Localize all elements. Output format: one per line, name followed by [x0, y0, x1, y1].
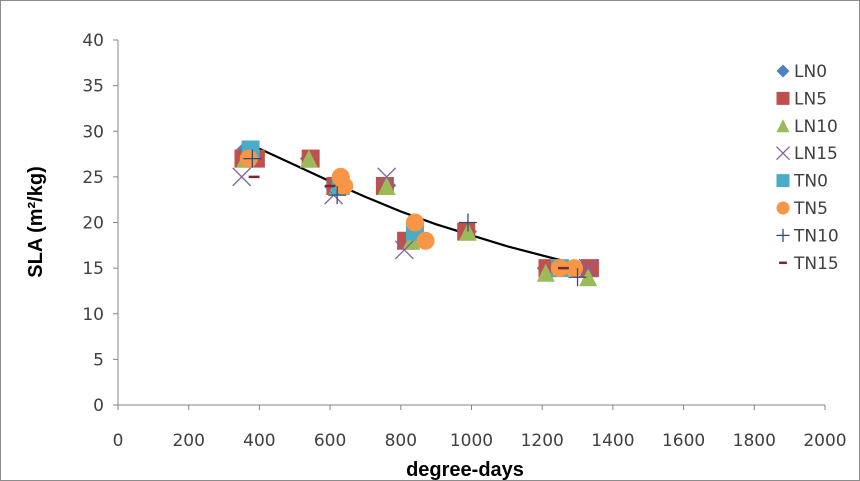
legend-marker-ln10	[776, 119, 790, 133]
trendline-path	[244, 141, 592, 270]
point-ln10	[458, 222, 477, 241]
x-axis-title: degree-days	[406, 459, 524, 481]
point-ln15-stroke	[394, 240, 414, 260]
point-tn10	[568, 268, 587, 287]
legend-marker-tn10	[776, 228, 790, 242]
point-ln15-stroke	[377, 167, 397, 187]
legend-item-ln10: LN10	[776, 117, 838, 137]
x-axis: 0 200 400 600 800 1000 1200 1400 1600 1800 2000	[113, 404, 847, 451]
point-ln15-stroke	[232, 167, 252, 187]
legend-item-tn10: TN10	[776, 226, 839, 246]
point-tn5	[335, 177, 354, 195]
series-tn5	[239, 149, 584, 278]
y-tick-label: 10	[82, 305, 104, 325]
point-ln15	[377, 167, 397, 187]
legend-label-tn15: TN15	[793, 254, 839, 274]
y-tick-label: 30	[82, 122, 104, 142]
point-tn10	[328, 186, 347, 205]
y-tick-label: 40	[82, 31, 104, 51]
x-tick-label: 400	[243, 431, 275, 451]
x-tick-label: 2000	[803, 431, 846, 451]
y-axis: 0 5 10 15 20 25 30 35 40	[82, 31, 119, 416]
legend-label-tn0: TN0	[793, 172, 828, 192]
legend-marker-tn0	[776, 174, 790, 188]
y-tick-label: 15	[82, 259, 104, 279]
x-tick-label: 1400	[591, 431, 634, 451]
series-ln5	[234, 149, 599, 278]
legend-item-ln5: LN5	[776, 89, 827, 109]
point-ln15	[232, 167, 252, 187]
point-tn5	[565, 259, 584, 278]
series-ln15	[232, 167, 598, 278]
legend-item-tn5: TN5	[776, 199, 828, 219]
x-tick-label: 1600	[662, 431, 705, 451]
point-ln15-stroke	[578, 258, 598, 278]
point-ln10	[377, 177, 396, 195]
point-ln5	[580, 259, 599, 278]
point-ln10	[299, 149, 318, 168]
series-tn10	[243, 149, 587, 287]
series-tn0	[241, 140, 569, 278]
legend-label-ln5: LN5	[794, 89, 827, 109]
legend-label-ln15: LN15	[794, 144, 838, 164]
series-tn15	[248, 175, 569, 270]
y-axis-title: SLA (m²/kg)	[25, 166, 47, 277]
x-tick-label: 0	[113, 431, 124, 451]
legend-marker-ln15-stroke	[776, 146, 790, 161]
legend-label-ln10: LN10	[794, 117, 838, 137]
x-tick-label: 1200	[521, 431, 564, 451]
legend-item-tn0: TN0	[776, 172, 828, 192]
legend-label-tn10: TN10	[793, 226, 839, 246]
point-tn10	[458, 213, 477, 232]
legend-marker-ln0	[776, 64, 790, 78]
legend-label-ln0: LN0	[794, 62, 827, 82]
legend-item-tn15: TN15	[779, 254, 839, 274]
trendline	[244, 141, 592, 270]
y-tick-label: 0	[93, 396, 104, 416]
point-ln15	[394, 240, 414, 260]
legend-marker-tn5	[776, 201, 790, 215]
legend-marker-ln5	[776, 91, 790, 105]
point-ln10	[402, 231, 421, 250]
legend-marker-ln15	[776, 146, 790, 161]
legend: LN0 LN5 LN10 LN15 TN0 TN5 TN10 TN15	[776, 62, 839, 274]
x-tick-label: 200	[172, 431, 204, 451]
point-ln10	[579, 268, 598, 287]
x-tick-label: 600	[314, 431, 346, 451]
x-tick-label: 800	[385, 431, 417, 451]
y-tick-label: 35	[82, 77, 104, 97]
point-tn5	[416, 231, 435, 250]
x-tick-label: 1800	[733, 431, 776, 451]
point-ln10	[536, 263, 555, 282]
x-tick-label: 1000	[450, 431, 493, 451]
data-markers	[232, 140, 599, 287]
legend-item-ln0: LN0	[776, 62, 827, 82]
point-tn5	[405, 213, 424, 232]
y-tick-label: 20	[82, 214, 104, 234]
point-ln15	[578, 258, 598, 278]
legend-label-tn5: TN5	[793, 199, 828, 219]
y-tick-label: 5	[93, 350, 104, 370]
legend-item-ln15: LN15	[776, 144, 838, 164]
point-tn10	[243, 149, 262, 168]
y-tick-label: 25	[82, 168, 104, 188]
